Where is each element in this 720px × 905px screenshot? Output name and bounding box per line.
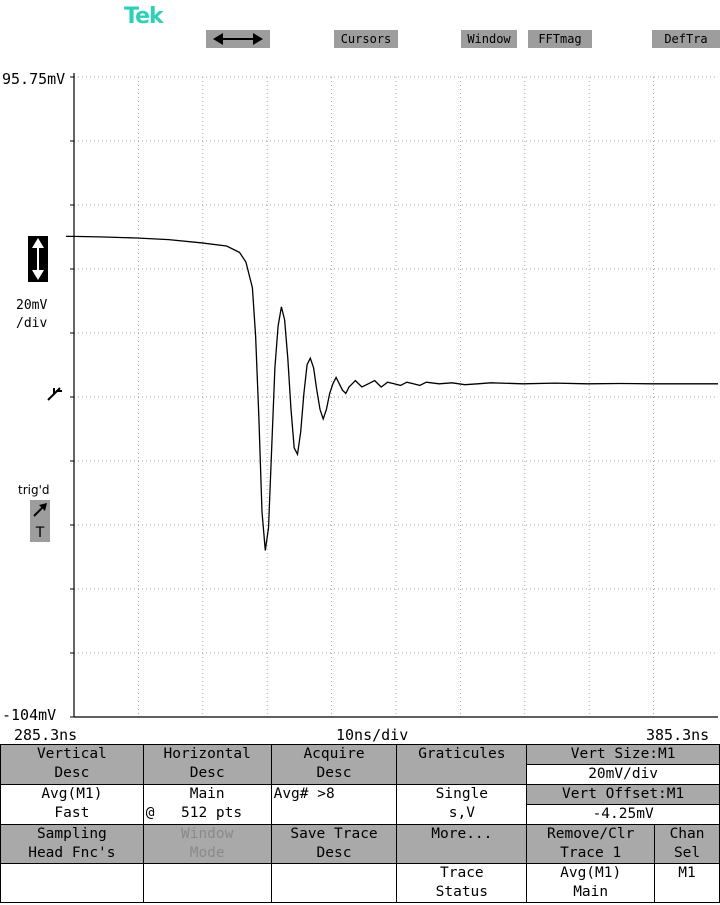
empty-cell-2 <box>142 863 272 903</box>
channel-select-value: M1 <box>654 863 720 903</box>
ground-marker-icon <box>46 386 64 406</box>
vert-size-value[interactable]: 20mV/div <box>526 764 720 785</box>
save-trace-button[interactable]: Save Trace Desc <box>270 824 398 864</box>
window-button[interactable]: Window <box>461 30 517 48</box>
vert-size-label[interactable]: Vert Size:M1 <box>526 744 720 765</box>
x-right-label: 385.3ns <box>646 726 710 744</box>
y-top-label: 95.75mV <box>2 70 66 88</box>
vertical-scale-icon[interactable] <box>28 236 48 282</box>
trigger-arrow-icon <box>33 503 47 517</box>
tek-logo: Tek <box>124 4 164 29</box>
remove-trace-value: Avg(M1) Main <box>526 863 656 903</box>
acquire-desc-value: Avg# >8 <box>270 784 398 825</box>
remove-clear-trace-button[interactable]: Remove/Clr Trace 1 <box>526 824 656 864</box>
graticules-button[interactable]: Graticules <box>396 744 528 785</box>
trace-status-button[interactable]: Trace Status <box>396 863 528 903</box>
x-center-label: 10ns/div <box>336 726 409 744</box>
scale-label-line2: /div <box>16 316 48 331</box>
waveform-trace <box>66 235 718 551</box>
more-button[interactable]: More... <box>396 824 528 864</box>
graticule-value: Single s,V <box>396 784 528 825</box>
vertical-double-arrow-icon <box>32 238 44 280</box>
softkey-menu: Vertical Desc Horizontal Desc Acquire Desc … <box>0 744 720 903</box>
vertical-desc-value: Avg(M1) Fast <box>0 784 144 825</box>
vertical-desc-button[interactable]: Vertical Desc <box>0 744 144 785</box>
horizontal-double-arrow-icon <box>213 33 263 45</box>
y-bottom-label: -104mV <box>2 706 57 724</box>
channel-select-button[interactable]: Chan Sel <box>654 824 720 864</box>
cursors-button[interactable]: Cursors <box>334 30 398 48</box>
deftra-button[interactable]: DefTra <box>652 30 720 48</box>
horizontal-desc-button[interactable]: Horizontal Desc <box>142 744 272 785</box>
trig-status-label: trig'd <box>18 483 50 497</box>
acquire-desc-button[interactable]: Acquire Desc <box>270 744 398 785</box>
trigger-level-icon[interactable]: T <box>30 500 50 542</box>
x-left-label: 285.3ns <box>14 726 78 744</box>
sampling-head-button[interactable]: Sampling Head Fnc's <box>0 824 144 864</box>
window-mode-button: Window Mode <box>142 824 272 864</box>
empty-cell-1 <box>0 863 144 903</box>
fftmag-button[interactable]: FFTmag <box>528 30 592 48</box>
horizontal-arrows-button[interactable] <box>206 30 270 48</box>
empty-cell-3 <box>270 863 398 903</box>
trigger-letter: T <box>35 525 45 541</box>
vert-offset-field[interactable]: Vert Offset:M1 -4.25mV <box>526 784 720 825</box>
horizontal-desc-value: Main @512 pts <box>142 784 272 825</box>
scale-label-line1: 20mV <box>16 298 48 313</box>
